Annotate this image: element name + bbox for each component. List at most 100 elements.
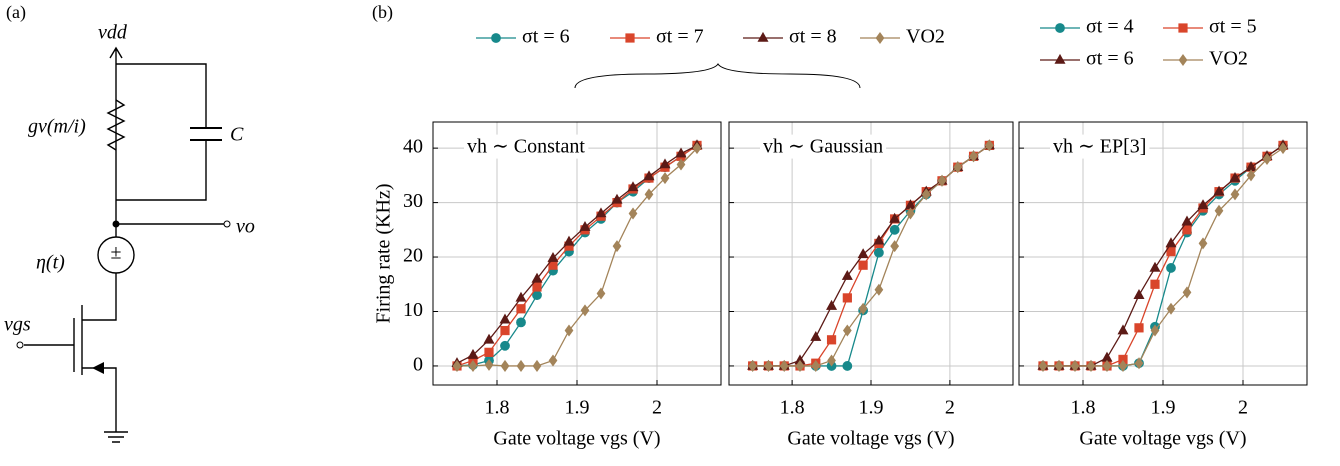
title-background — [760, 134, 887, 159]
plot-frame — [728, 121, 1014, 386]
marker — [1278, 142, 1288, 155]
marker — [580, 304, 590, 317]
marker — [676, 158, 686, 171]
legend-label: σt = 8 — [789, 26, 837, 48]
marker — [827, 354, 836, 367]
source-sign: ± — [111, 242, 122, 264]
marker — [467, 348, 479, 359]
terminal — [223, 220, 231, 228]
marker — [921, 188, 931, 201]
x-tick-label: 2 — [1238, 397, 1248, 419]
panel-label: (b) — [372, 2, 393, 23]
resistor — [106, 99, 126, 151]
legend-label: σt = 7 — [656, 26, 704, 48]
marker — [1262, 153, 1272, 166]
marker — [889, 212, 901, 223]
marker — [1101, 351, 1113, 362]
marker — [1149, 261, 1161, 272]
marker — [969, 150, 978, 163]
marker — [1182, 225, 1192, 235]
legend-label: σt = 4 — [1086, 16, 1134, 38]
marker — [858, 302, 868, 315]
marker — [810, 330, 822, 341]
wire — [24, 200, 224, 432]
legend-label: σt = 6 — [522, 26, 570, 48]
capacitor — [190, 127, 222, 141]
marker — [564, 324, 574, 337]
x-tick-label: 1.9 — [859, 397, 884, 419]
marker — [937, 174, 947, 187]
marker — [906, 207, 915, 220]
marker — [841, 269, 853, 280]
marker — [890, 240, 900, 253]
wire — [109, 46, 207, 201]
marker — [1229, 171, 1241, 182]
legend-label: σt = 6 — [1086, 48, 1134, 70]
marker — [1086, 359, 1096, 372]
circuit-label: C — [230, 124, 244, 146]
marker — [1134, 323, 1144, 333]
marker — [1118, 359, 1128, 372]
x-tick-label: 1.9 — [565, 397, 590, 419]
circuit-label: vdd — [98, 22, 128, 44]
marker — [491, 33, 501, 43]
marker — [1166, 246, 1176, 257]
y-axis-label: Firing rate (KHz) — [373, 184, 395, 324]
marker — [659, 158, 671, 169]
marker — [484, 347, 494, 357]
marker — [563, 235, 575, 246]
marker — [1102, 359, 1112, 372]
marker — [500, 340, 510, 351]
marker — [595, 207, 607, 218]
marker — [660, 172, 670, 185]
marker — [1166, 302, 1176, 315]
marker — [516, 359, 526, 372]
x-axis-label: Gate voltage vgs (V) — [787, 428, 954, 450]
marker — [953, 161, 963, 174]
marker — [516, 317, 526, 328]
marker — [1150, 279, 1160, 289]
x-tick-label: 2 — [945, 397, 955, 419]
marker — [628, 207, 638, 220]
marker — [757, 31, 769, 42]
y-tick-label: 40 — [403, 136, 423, 158]
plot-frame — [432, 121, 722, 386]
marker — [547, 252, 559, 262]
marker — [984, 139, 994, 152]
legend-label: VO2 — [906, 26, 945, 48]
marker — [500, 359, 510, 372]
series-line — [752, 144, 990, 367]
x-tick-label: 1.8 — [1071, 397, 1096, 419]
marker — [873, 234, 885, 245]
x-tick-label: 1.8 — [780, 397, 805, 419]
marker — [873, 247, 884, 258]
marker — [531, 272, 543, 283]
marker — [858, 260, 868, 270]
marker — [483, 333, 495, 344]
marker — [675, 147, 687, 158]
circuit: ± vdd gv(m/i) C vo η(t) vgs — [4, 22, 255, 443]
marker — [611, 193, 623, 204]
chart-title: vh ∼ Gaussian — [763, 136, 883, 158]
marker — [484, 358, 494, 371]
series-line — [456, 144, 698, 364]
x-tick-label: 1.9 — [1151, 397, 1176, 419]
marker — [1070, 359, 1080, 372]
marker — [1213, 185, 1225, 196]
marker — [811, 359, 821, 372]
brace — [574, 63, 861, 89]
marker — [1150, 324, 1160, 337]
marker — [692, 142, 702, 155]
x-tick-label: 2 — [652, 397, 662, 419]
y-tick-label: 20 — [403, 245, 423, 267]
marker — [889, 224, 900, 235]
marker — [500, 325, 510, 336]
marker — [612, 240, 622, 253]
circuit-label: η(t) — [36, 252, 65, 274]
marker — [1182, 286, 1192, 299]
marker — [1038, 359, 1048, 372]
marker — [1246, 169, 1256, 182]
marker — [579, 220, 591, 231]
chart-title: vh ∼ Constant — [467, 136, 585, 158]
marker — [779, 359, 789, 372]
